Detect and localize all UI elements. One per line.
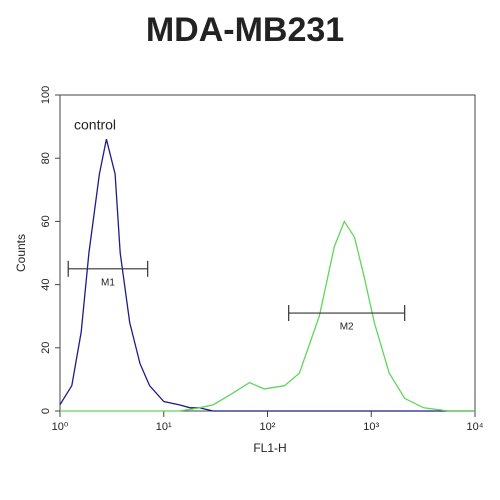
histogram-line [60, 219, 475, 412]
chart-title: MDA-MB231 [146, 11, 344, 49]
x-tick-label: 10³ [363, 421, 379, 433]
x-tick-label: 10⁰ [52, 421, 69, 433]
y-tick-label: 20 [40, 342, 52, 354]
annotation: control [74, 117, 116, 133]
marker-label: M1 [101, 277, 115, 288]
y-tick-label: 60 [40, 215, 52, 227]
histogram-line [59, 139, 475, 412]
marker-label: M2 [340, 322, 354, 333]
x-tick-label: 10² [260, 421, 276, 433]
y-tick-label: 40 [40, 278, 52, 290]
plot-frame [59, 94, 476, 412]
x-tick-label: 10⁴ [467, 421, 484, 433]
x-axis-label: FL1-H [253, 441, 286, 455]
x-tick-label: 10¹ [156, 421, 172, 433]
y-tick-label: 80 [40, 152, 52, 164]
y-tick-label: 100 [40, 86, 52, 104]
y-axis-label: Counts [14, 234, 28, 272]
y-tick-label: 0 [40, 408, 52, 414]
